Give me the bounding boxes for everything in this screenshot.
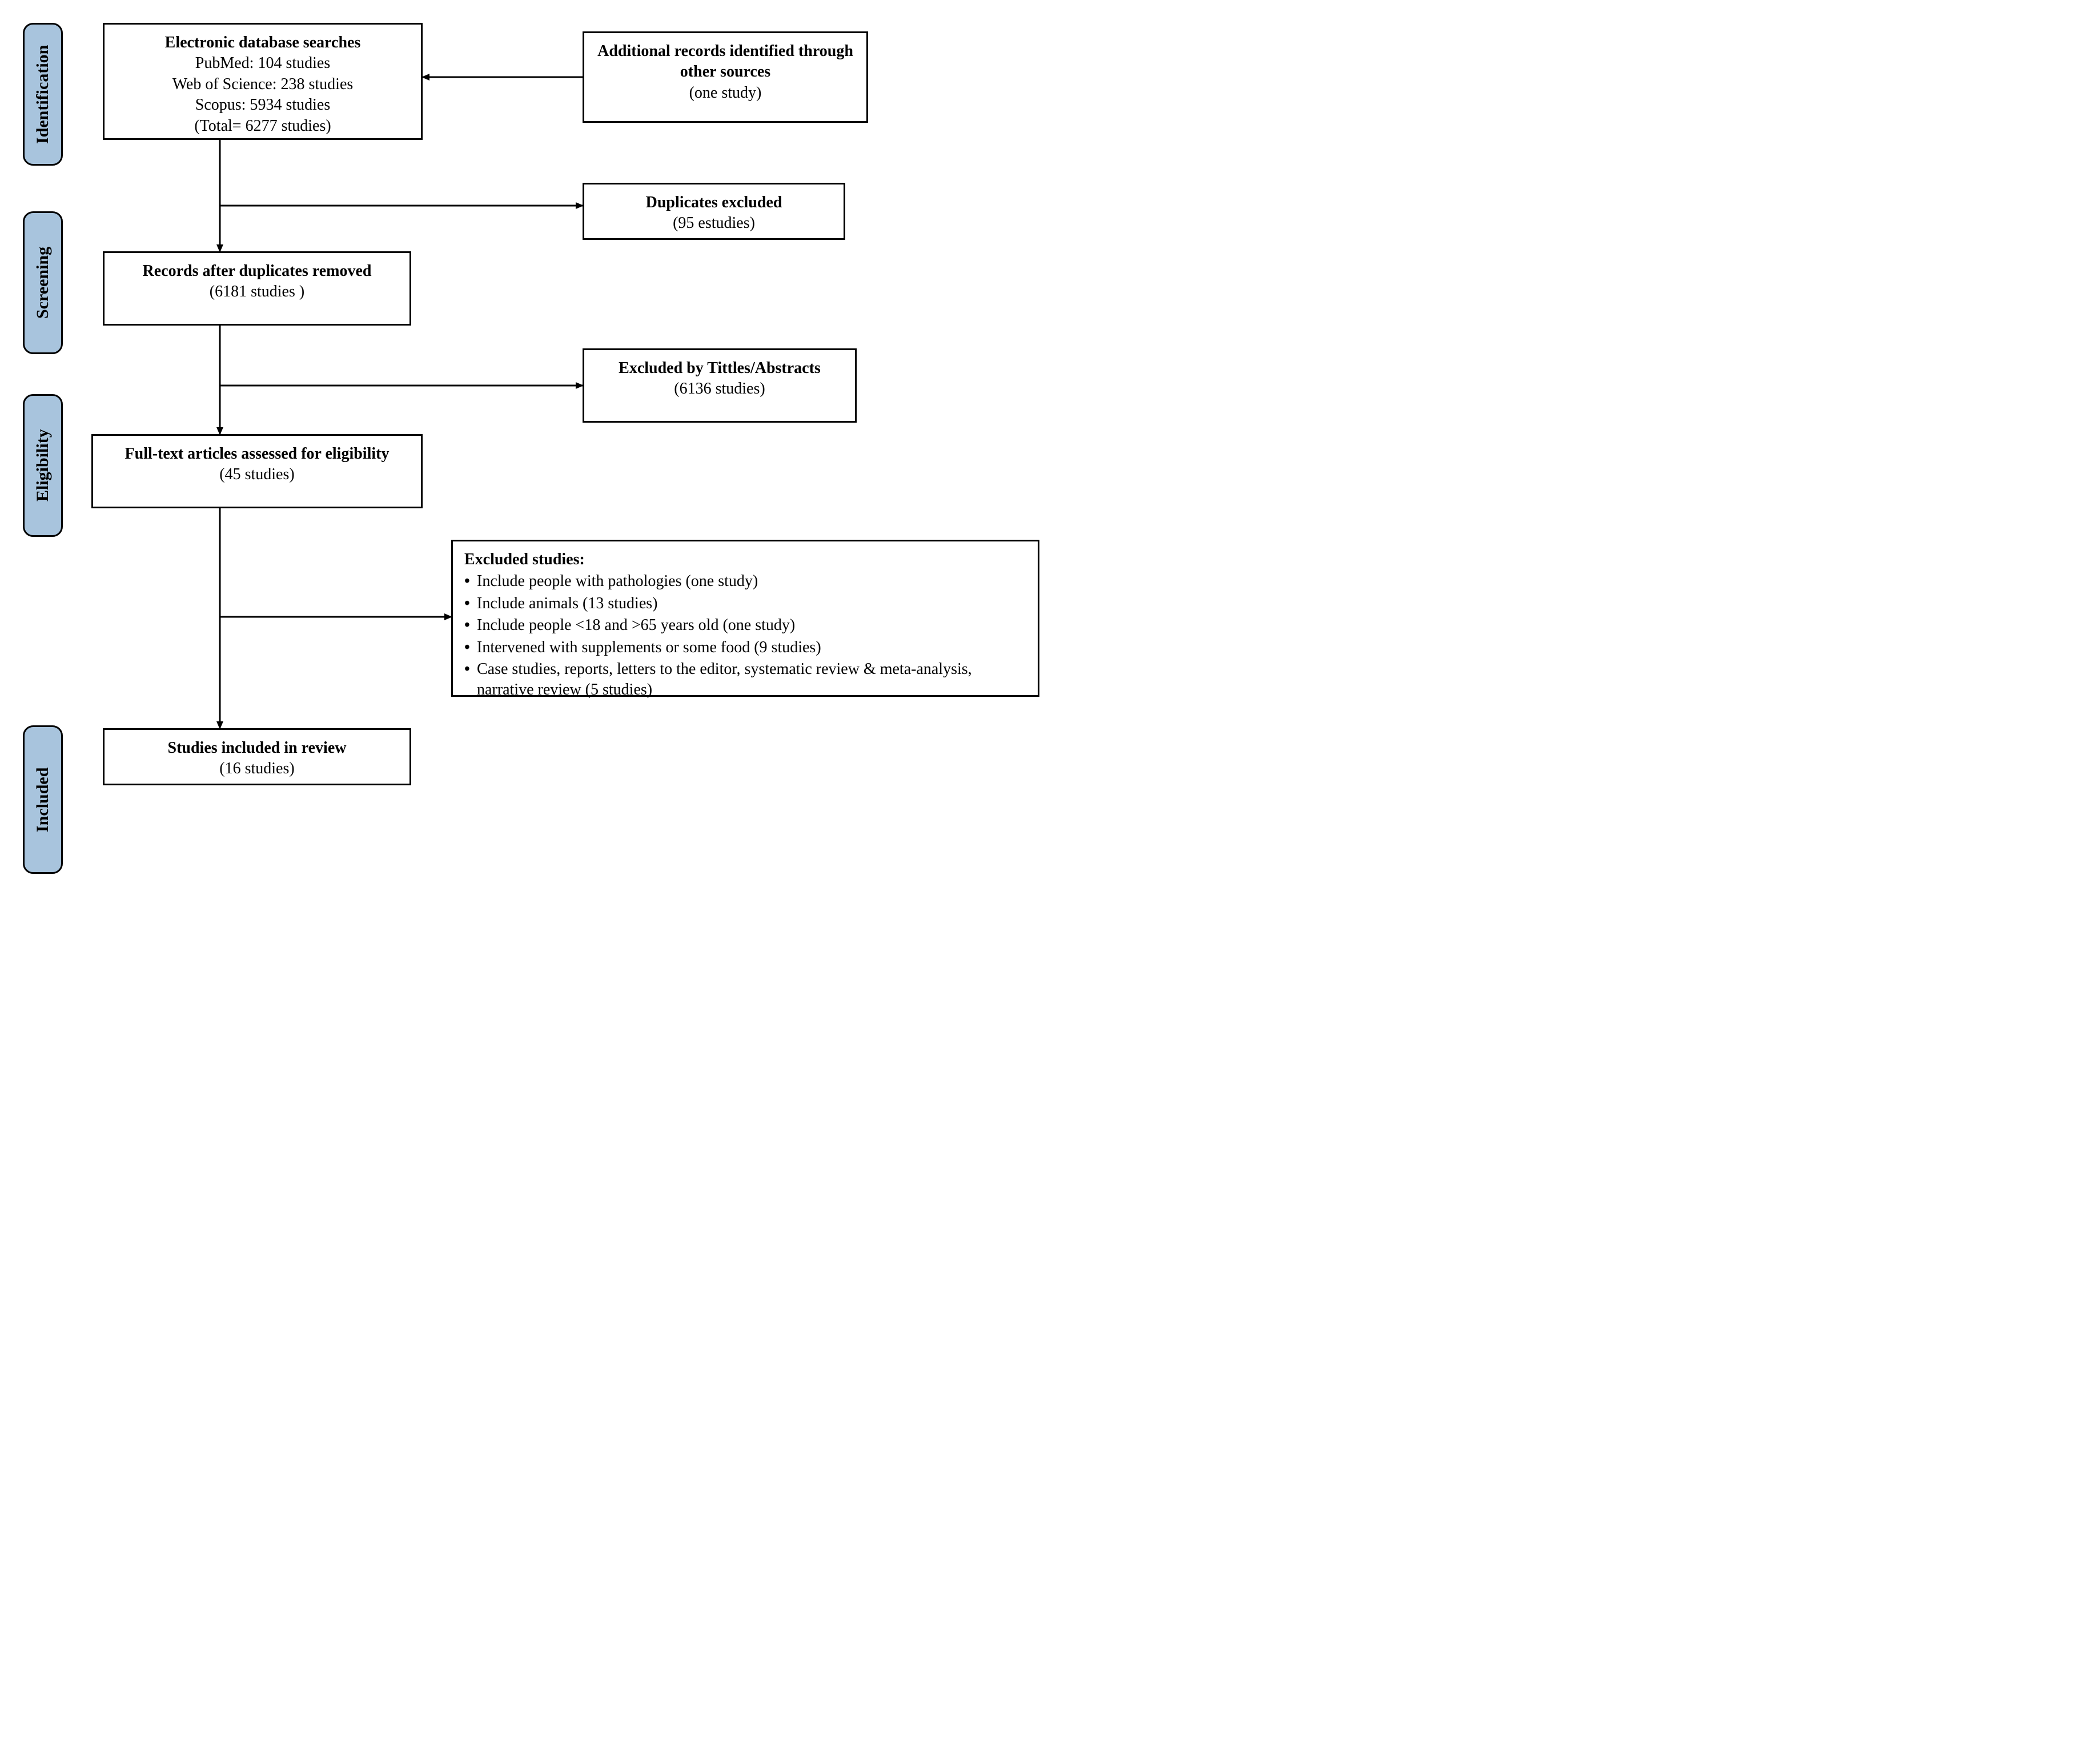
node-title: Records after duplicates removed xyxy=(116,261,398,282)
node-line: (6136 studies) xyxy=(596,379,844,399)
prisma-flowchart: Identification Screening Eligibility Inc… xyxy=(23,23,1051,891)
node-line: (16 studies) xyxy=(116,758,398,779)
bullet-item: Include people <18 and >65 years old (on… xyxy=(464,615,1026,636)
node-line: PubMed: 104 studies xyxy=(116,53,409,74)
node-line: (one study) xyxy=(596,83,855,103)
node-title: Duplicates excluded xyxy=(596,192,832,213)
excluded-bullets: Include people with pathologies (one stu… xyxy=(464,571,1026,700)
node-excluded-studies: Excluded studies: Include people with pa… xyxy=(451,540,1039,697)
bullet-item: Case studies, reports, letters to the ed… xyxy=(464,659,1026,701)
stage-identification: Identification xyxy=(23,23,63,166)
stage-label-text: Screening xyxy=(33,247,53,319)
node-duplicates-excluded: Duplicates excluded (95 estudies) xyxy=(583,183,845,240)
node-excluded-titles: Excluded by Tittles/Abstracts (6136 stud… xyxy=(583,348,857,423)
node-title: Electronic database searches xyxy=(116,33,409,53)
node-included-studies: Studies included in review (16 studies) xyxy=(103,728,411,785)
stage-label-text: Included xyxy=(33,767,53,832)
node-after-duplicates: Records after duplicates removed (6181 s… xyxy=(103,251,411,326)
node-additional: Additional records identified through ot… xyxy=(583,31,868,123)
stage-screening: Screening xyxy=(23,211,63,354)
bullet-item: Include animals (13 studies) xyxy=(464,593,1026,614)
stage-label-text: Identification xyxy=(33,45,53,143)
node-db-search: Electronic database searches PubMed: 104… xyxy=(103,23,423,140)
node-line: Scopus: 5934 studies xyxy=(116,95,409,115)
node-line: (6181 studies ) xyxy=(116,282,398,302)
node-line: (Total= 6277 studies) xyxy=(116,116,409,137)
node-line: Web of Science: 238 studies xyxy=(116,74,409,95)
stage-eligibility: Eligibility xyxy=(23,394,63,537)
node-title: Excluded by Tittles/Abstracts xyxy=(596,358,844,379)
bullet-item: Intervened with supplements or some food… xyxy=(464,637,1026,658)
node-title: Studies included in review xyxy=(116,738,398,758)
bullet-item: Include people with pathologies (one stu… xyxy=(464,571,1026,592)
node-title: Full-text articles assessed for eligibil… xyxy=(105,444,409,464)
stage-included: Included xyxy=(23,725,63,874)
stage-label-text: Eligibility xyxy=(33,430,53,502)
node-title: Excluded studies: xyxy=(464,549,1026,570)
node-title: Additional records identified through ot… xyxy=(596,41,855,83)
node-line: (95 estudies) xyxy=(596,213,832,234)
node-line: (45 studies) xyxy=(105,464,409,485)
node-fulltext: Full-text articles assessed for eligibil… xyxy=(91,434,423,508)
